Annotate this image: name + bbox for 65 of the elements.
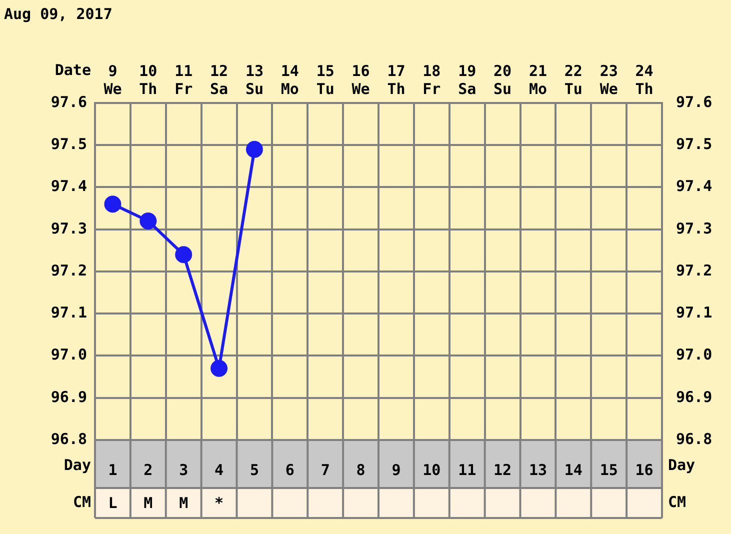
x-tick-label: 10 Th: [139, 62, 158, 98]
y2-tick-label: 97.5: [676, 135, 712, 154]
point: [104, 196, 122, 213]
y-tick-label: 97.2: [50, 261, 87, 280]
x2-tick-label: 14: [564, 460, 582, 479]
text: CM: [72, 492, 91, 511]
x-tick-label: 18 Fr: [422, 62, 441, 98]
x2-tick-label: 12: [494, 460, 512, 479]
x-tick-label: 9 We: [104, 62, 122, 98]
text: *: [214, 494, 224, 512]
y-tick-label: 97.1: [50, 304, 87, 322]
y2-tick-label: 97.3: [676, 219, 712, 238]
x-tick-label: 21 Mo: [528, 62, 547, 98]
text: M: [179, 494, 188, 512]
x2-tick-label: 9: [392, 460, 401, 479]
x2-tick-label: 15: [600, 460, 618, 479]
x-tick-label: 16 We: [352, 62, 370, 98]
y-tick-label: 97.3: [50, 219, 87, 238]
y-tick-label: 97.6: [50, 92, 87, 111]
x-tick-label: 13 Su: [245, 62, 264, 98]
point: [246, 140, 263, 158]
x-tick-label: 22 Tu: [564, 62, 582, 98]
x-tick-label: 20 Su: [494, 62, 512, 98]
text: L: [108, 494, 118, 512]
x-tick-label: 11 Fr: [174, 62, 193, 98]
x2-tick-label: 7: [320, 460, 330, 479]
y2-tick-label: 96.8: [676, 430, 712, 448]
x2-tick-label: 11: [458, 460, 476, 479]
x-axis-title: Date: [54, 60, 91, 79]
x2-tick-label: 3: [179, 460, 188, 479]
x-tick-label: 24 Th: [635, 62, 654, 98]
y2-tick-label: 97.2: [676, 261, 712, 280]
x2-tick-label: 6: [285, 460, 294, 479]
y-tick-label: 97.5: [50, 135, 87, 154]
x-tick-label: 19 Sa: [458, 62, 476, 98]
x2-tick-label: 2: [144, 460, 153, 479]
y2-tick-label: 97.0: [676, 346, 712, 364]
x2-tick-label: 8: [356, 460, 366, 479]
x2-tick-label: 4: [214, 460, 224, 479]
text: Day: [668, 456, 696, 474]
x-tick-label: 17 Th: [387, 62, 406, 98]
text: M: [144, 494, 153, 512]
y-tick-label: 97.4: [50, 177, 87, 196]
x2-tick-label: 10: [422, 460, 441, 479]
y-tick-label: 97.0: [50, 346, 87, 364]
point: [140, 212, 157, 230]
y2-tick-label: 96.9: [676, 388, 712, 406]
y2-tick-label: 97.4: [676, 177, 712, 196]
text: CM: [668, 492, 686, 511]
y-tick-label: 96.9: [50, 388, 87, 406]
x-tick-label: 15 Tu: [316, 62, 334, 98]
point: [175, 246, 192, 264]
x2-tick-label: 16: [635, 460, 654, 479]
y2-tick-label: 97.6: [676, 92, 712, 111]
x2-tick-label: 5: [250, 460, 259, 479]
x2-tick-label: 13: [528, 460, 547, 479]
text: Aug 09, 2017: [4, 4, 112, 23]
y-tick-label: 96.8: [50, 430, 87, 448]
x2-axis-title: Day: [64, 456, 91, 474]
x-tick-label: 23 We: [600, 62, 618, 98]
x2-tick-label: 1: [108, 460, 118, 479]
point: [210, 360, 228, 377]
x-tick-label: 12 Sa: [210, 62, 228, 98]
x-tick-label: 14 Mo: [280, 62, 299, 98]
y2-tick-label: 97.1: [676, 304, 712, 322]
